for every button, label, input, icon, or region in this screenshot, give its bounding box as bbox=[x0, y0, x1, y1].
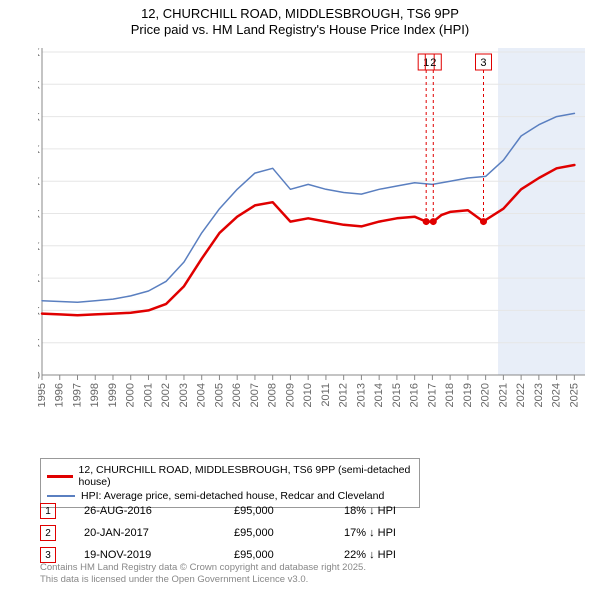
sale-date: 20-JAN-2017 bbox=[84, 527, 234, 539]
attribution-footer: Contains HM Land Registry data © Crown c… bbox=[40, 562, 366, 586]
svg-text:2003: 2003 bbox=[178, 383, 190, 407]
svg-text:£120K: £120K bbox=[38, 176, 41, 188]
sale-row: 1 26-AUG-2016 £95,000 18% ↓ HPI bbox=[40, 500, 560, 522]
svg-text:£180K: £180K bbox=[38, 79, 41, 91]
svg-text:1995: 1995 bbox=[38, 383, 48, 407]
svg-text:2021: 2021 bbox=[497, 383, 509, 407]
svg-text:2017: 2017 bbox=[426, 383, 438, 407]
svg-text:1997: 1997 bbox=[71, 383, 83, 407]
sale-row: 2 20-JAN-2017 £95,000 17% ↓ HPI bbox=[40, 522, 560, 544]
svg-text:2025: 2025 bbox=[568, 383, 580, 407]
svg-text:2010: 2010 bbox=[302, 383, 314, 407]
sale-delta: 22% ↓ HPI bbox=[344, 549, 454, 561]
svg-text:2014: 2014 bbox=[373, 383, 385, 407]
sale-delta: 17% ↓ HPI bbox=[344, 527, 454, 539]
svg-text:1: 1 bbox=[423, 57, 429, 69]
svg-text:1998: 1998 bbox=[89, 383, 101, 407]
chart-titles: 12, CHURCHILL ROAD, MIDDLESBROUGH, TS6 9… bbox=[0, 0, 600, 37]
svg-text:2008: 2008 bbox=[267, 383, 279, 407]
svg-text:£80K: £80K bbox=[38, 241, 41, 253]
svg-text:£100K: £100K bbox=[38, 209, 41, 221]
chart-subtitle: Price paid vs. HM Land Registry's House … bbox=[0, 22, 600, 37]
svg-text:2013: 2013 bbox=[355, 383, 367, 407]
footer-line-2: This data is licensed under the Open Gov… bbox=[40, 574, 366, 586]
svg-text:2005: 2005 bbox=[213, 383, 225, 407]
svg-text:2022: 2022 bbox=[515, 383, 527, 407]
svg-text:2007: 2007 bbox=[249, 383, 261, 407]
svg-text:2011: 2011 bbox=[320, 383, 332, 407]
svg-text:£0: £0 bbox=[38, 370, 40, 382]
sale-date: 26-AUG-2016 bbox=[84, 505, 234, 517]
legend-swatch-series-1 bbox=[47, 495, 75, 497]
svg-text:2004: 2004 bbox=[196, 383, 208, 407]
svg-text:£40K: £40K bbox=[38, 305, 41, 317]
sale-date: 19-NOV-2019 bbox=[84, 549, 234, 561]
svg-text:1999: 1999 bbox=[107, 383, 119, 407]
svg-text:3: 3 bbox=[480, 57, 486, 69]
svg-text:2023: 2023 bbox=[533, 383, 545, 407]
svg-text:2006: 2006 bbox=[231, 383, 243, 407]
svg-text:2015: 2015 bbox=[391, 383, 403, 407]
svg-text:£160K: £160K bbox=[38, 112, 41, 124]
svg-text:£60K: £60K bbox=[38, 273, 41, 285]
sale-index-box: 2 bbox=[40, 525, 56, 541]
svg-text:2002: 2002 bbox=[160, 383, 172, 407]
sale-delta: 18% ↓ HPI bbox=[344, 505, 454, 517]
sale-price: £95,000 bbox=[234, 505, 344, 517]
sale-price: £95,000 bbox=[234, 549, 344, 561]
svg-text:1996: 1996 bbox=[54, 383, 66, 407]
svg-text:2001: 2001 bbox=[142, 383, 154, 407]
chart-title: 12, CHURCHILL ROAD, MIDDLESBROUGH, TS6 9… bbox=[0, 6, 600, 21]
sale-price: £95,000 bbox=[234, 527, 344, 539]
svg-text:2: 2 bbox=[430, 57, 436, 69]
legend-swatch-series-0 bbox=[47, 475, 73, 478]
svg-text:2012: 2012 bbox=[338, 383, 350, 407]
svg-text:£140K: £140K bbox=[38, 144, 41, 156]
svg-text:2009: 2009 bbox=[284, 383, 296, 407]
legend-row: 12, CHURCHILL ROAD, MIDDLESBROUGH, TS6 9… bbox=[47, 463, 413, 489]
svg-text:2020: 2020 bbox=[480, 383, 492, 407]
svg-text:£20K: £20K bbox=[38, 338, 41, 350]
svg-text:£200K: £200K bbox=[38, 47, 41, 59]
svg-text:2018: 2018 bbox=[444, 383, 456, 407]
footer-line-1: Contains HM Land Registry data © Crown c… bbox=[40, 562, 366, 574]
svg-text:2019: 2019 bbox=[462, 383, 474, 407]
svg-text:2024: 2024 bbox=[551, 383, 563, 407]
sale-index-box: 1 bbox=[40, 503, 56, 519]
svg-text:2016: 2016 bbox=[409, 383, 421, 407]
price-chart: £0 £20K £40K £60K £80K £100K £120K £140K £160K £1… bbox=[38, 44, 591, 419]
svg-text:2000: 2000 bbox=[125, 383, 137, 407]
legend-label-series-0: 12, CHURCHILL ROAD, MIDDLESBROUGH, TS6 9… bbox=[79, 464, 413, 488]
chart-svg-container: £0 £20K £40K £60K £80K £100K £120K £140K £160K £1… bbox=[38, 44, 591, 419]
sale-index-box: 3 bbox=[40, 547, 56, 563]
sales-table: 1 26-AUG-2016 £95,000 18% ↓ HPI 2 20-JAN… bbox=[40, 500, 560, 566]
